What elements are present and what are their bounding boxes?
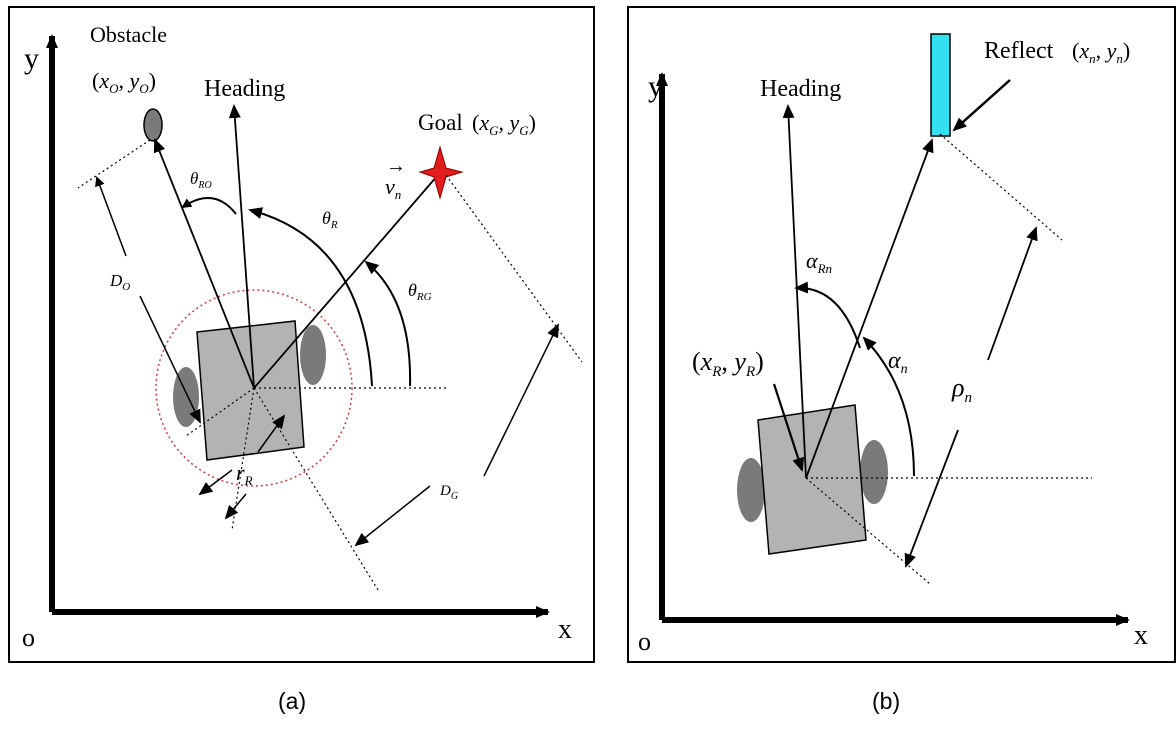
caption-b: (b) bbox=[872, 688, 901, 714]
goal-label: Goal bbox=[418, 110, 463, 135]
origin-label-b: o bbox=[638, 627, 651, 656]
caption-a: (a) bbox=[278, 688, 307, 714]
d-g-arrow-upper bbox=[483, 323, 559, 477]
heading-arrow bbox=[228, 104, 255, 389]
obstacle-direction-arrow bbox=[153, 138, 255, 389]
obstacle-label: Obstacle bbox=[90, 22, 167, 47]
x-axis-label-b: x bbox=[1134, 620, 1148, 651]
reflect-extension-line bbox=[939, 133, 1063, 241]
radius-arrow-lower-1 bbox=[198, 469, 233, 496]
reflect-coord: (xn, yn) bbox=[1072, 38, 1130, 66]
d-o-arrow-lower bbox=[139, 295, 201, 424]
obstacle-extension-line bbox=[77, 139, 151, 189]
d-g-label: DG bbox=[439, 483, 458, 502]
reflector-marker bbox=[930, 33, 951, 137]
robot-extension-line bbox=[185, 387, 255, 437]
theta-rg-arc bbox=[364, 260, 412, 387]
panel-b-frame bbox=[627, 6, 1176, 663]
theta-r-label: θR bbox=[322, 208, 338, 231]
obstacle-coord: (xO, yO) bbox=[92, 68, 156, 96]
goal-extension-line bbox=[445, 174, 583, 363]
robot-goal-extension-line bbox=[253, 387, 379, 591]
alpha-n-arc bbox=[862, 336, 915, 477]
rho-label: ρn bbox=[951, 373, 972, 406]
x-axis-label: x bbox=[558, 614, 572, 645]
theta-r-arc bbox=[248, 207, 373, 387]
alpha-rn-label: αRn bbox=[806, 248, 832, 276]
goal-coord: (xG, yG) bbox=[472, 110, 536, 138]
theta-rg-label: θRG bbox=[408, 280, 432, 303]
goal-star-icon bbox=[418, 145, 464, 200]
rho-arrow-upper bbox=[987, 226, 1038, 361]
robot-coord: (xR, yR) bbox=[692, 347, 764, 380]
reflect-direction-arrow bbox=[805, 138, 934, 479]
reflect-label: Reflect bbox=[984, 38, 1054, 64]
panel-b-diagram: y x o Heading Reflect (xn, yn) (xR, yR) … bbox=[638, 33, 1148, 656]
radius-arrow-upper bbox=[257, 414, 286, 453]
robot-body-b bbox=[757, 404, 867, 555]
radius-arrow-lower-2 bbox=[224, 493, 247, 520]
reflector-pointer-arrow bbox=[952, 79, 1011, 132]
rho-arrow-lower bbox=[904, 429, 959, 568]
heading-label: Heading bbox=[204, 76, 285, 102]
alpha-n-label: αn bbox=[888, 348, 908, 377]
d-g-arrow-lower bbox=[354, 485, 431, 547]
panel-a-diagram: y x o Obstacle (xO, yO) Heading Goal (xG… bbox=[22, 22, 583, 652]
d-o-label: DO bbox=[109, 271, 130, 293]
origin-label: o bbox=[22, 623, 35, 652]
d-o-arrow-upper bbox=[95, 176, 127, 257]
velocity-arrow bbox=[253, 166, 446, 389]
y-axis-label: y bbox=[24, 42, 39, 75]
heading-label-b: Heading bbox=[760, 76, 841, 102]
robot-wheel-left-b bbox=[737, 458, 765, 522]
robot-wheel-right-b bbox=[860, 440, 888, 504]
y-axis-label-b: y bbox=[648, 70, 663, 103]
theta-ro-arc bbox=[181, 197, 237, 215]
robot-coord-pointer bbox=[772, 383, 804, 472]
obstacle-marker bbox=[143, 108, 163, 142]
robot-wheel-left bbox=[173, 367, 199, 427]
radius-extension-line bbox=[231, 387, 255, 531]
velocity-arrow-glyph: → bbox=[386, 155, 406, 177]
alpha-rn-arc bbox=[794, 281, 861, 349]
theta-ro-label: θRO bbox=[190, 169, 212, 191]
velocity-label: vn bbox=[385, 174, 401, 202]
safety-circle bbox=[155, 289, 353, 487]
robot-wheel-right bbox=[300, 325, 326, 385]
radius-label: rR bbox=[236, 460, 253, 488]
panel-a-frame bbox=[8, 6, 595, 663]
